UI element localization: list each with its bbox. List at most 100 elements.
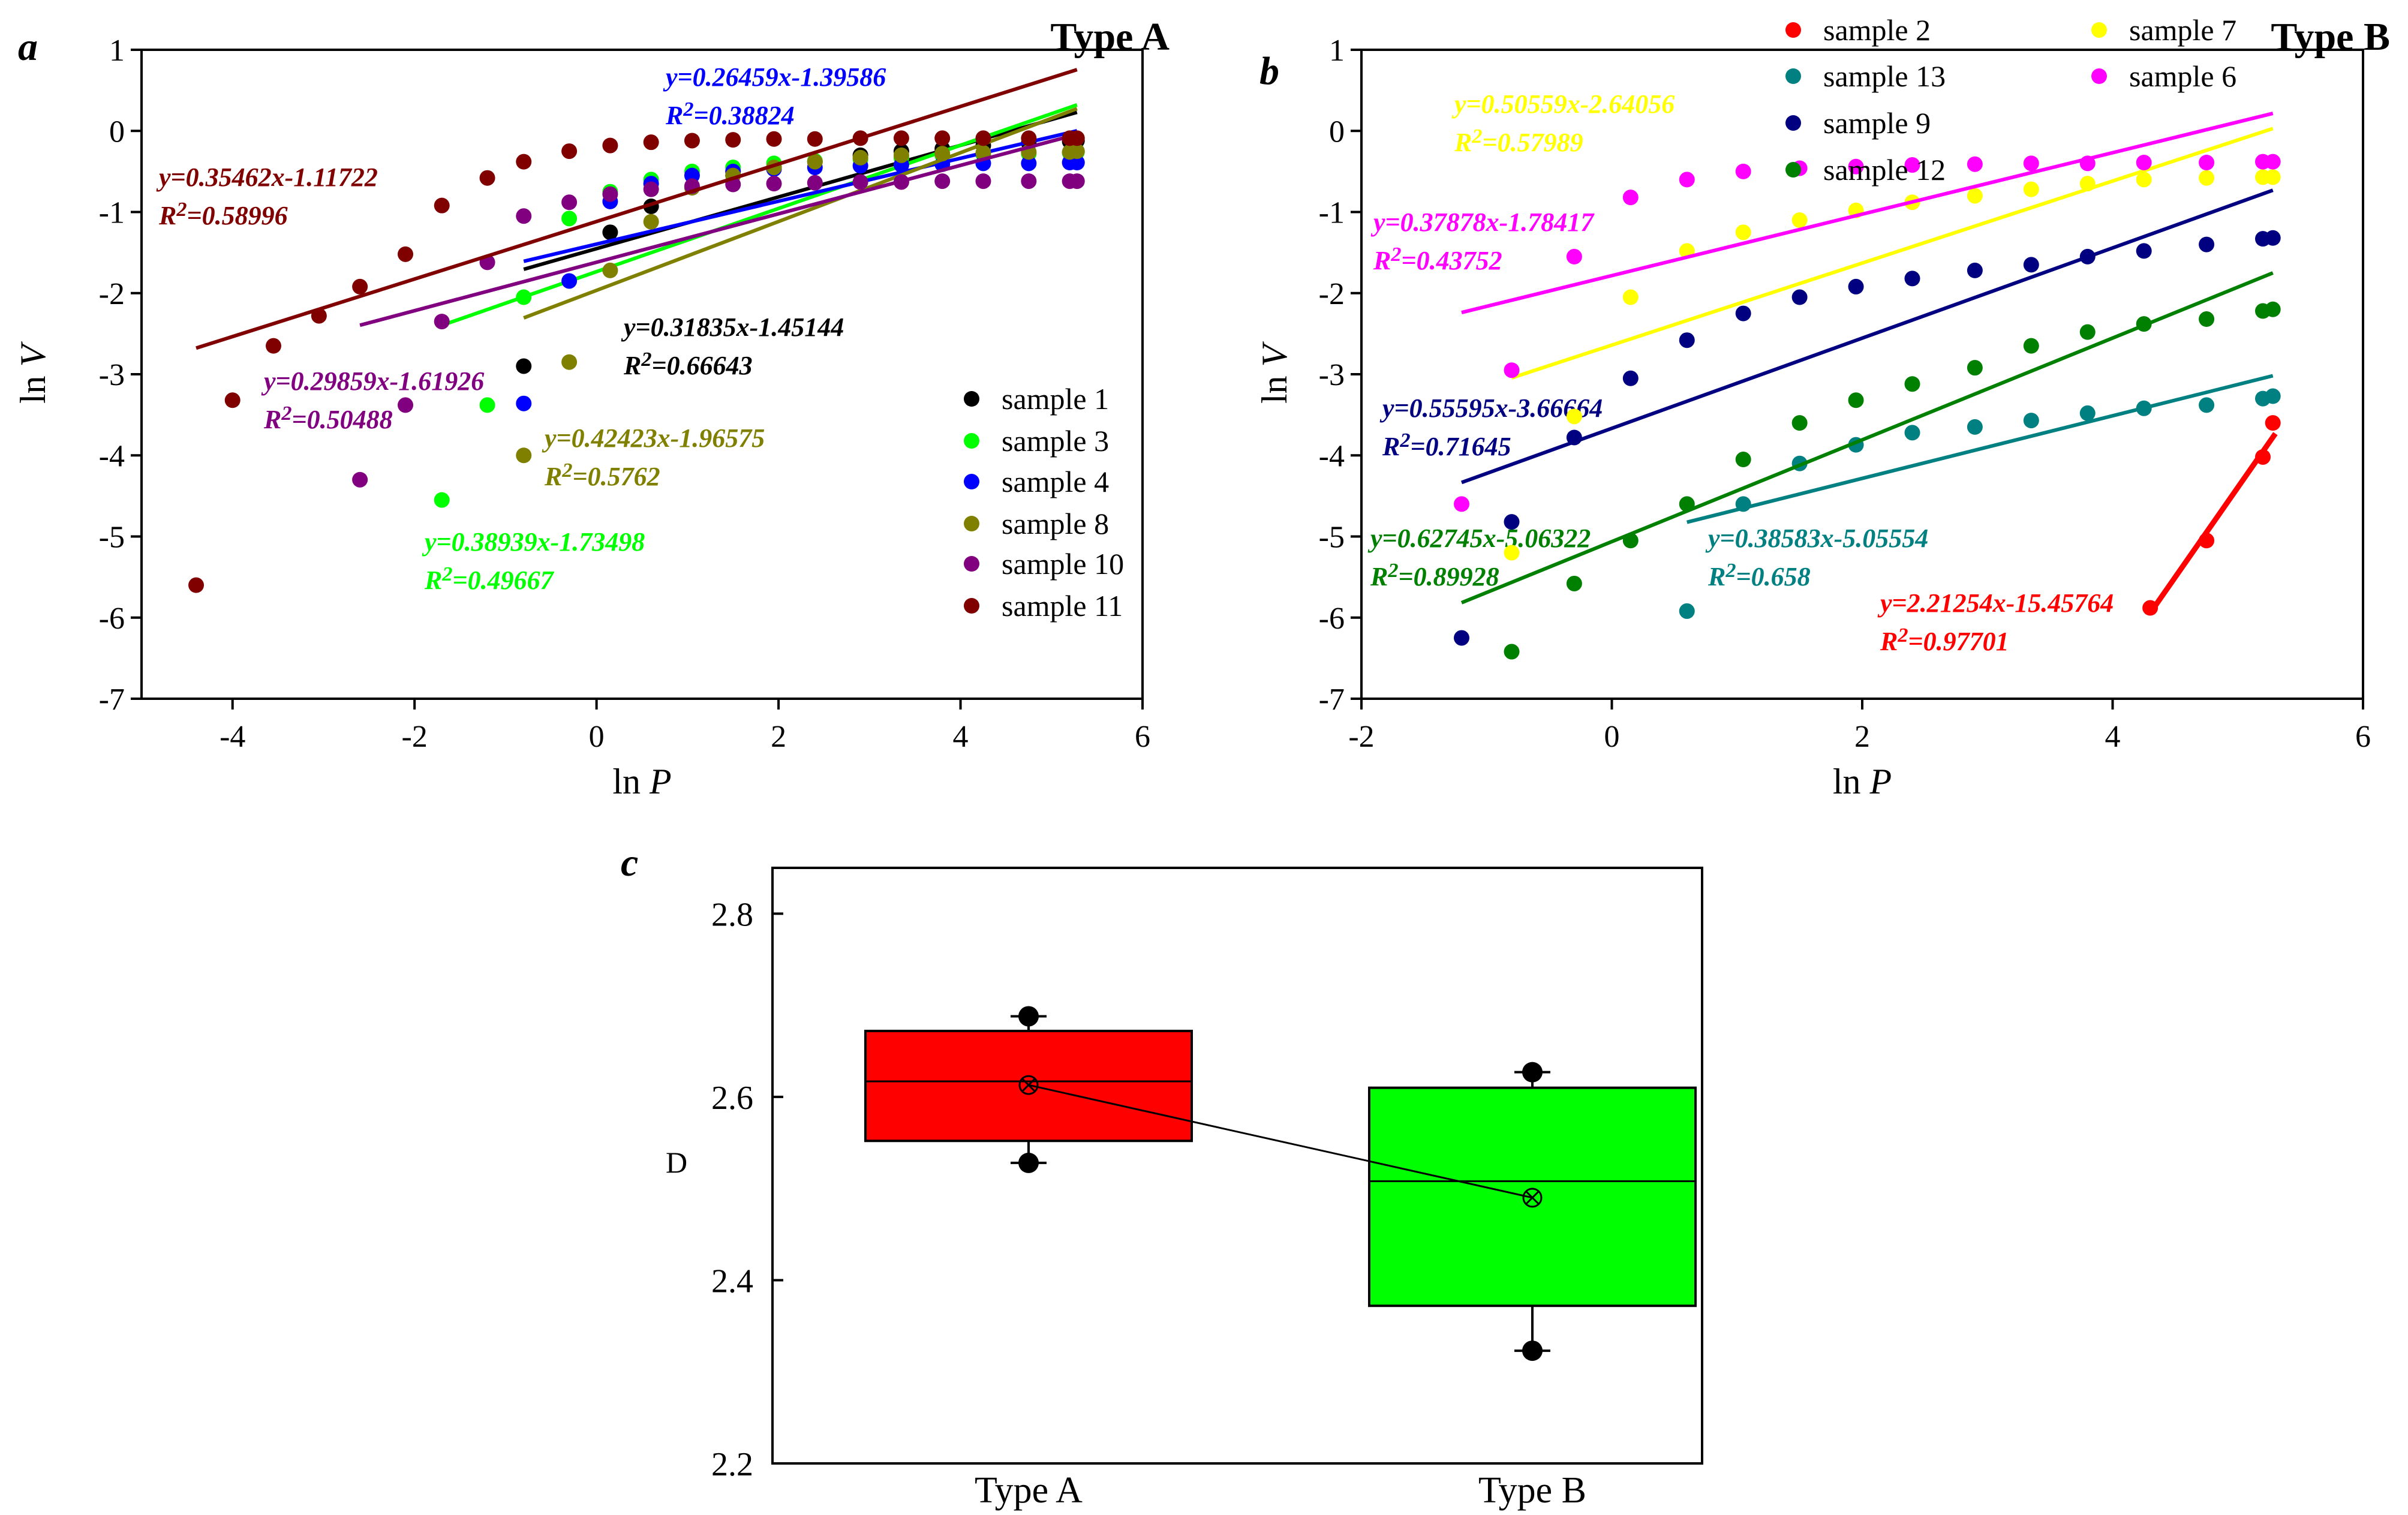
data-point [1848,278,1864,294]
plot-frame [771,867,1703,1465]
data-point [1566,429,1582,446]
fit-line [359,133,1078,327]
fit-r2: R2=0.58996 [158,198,288,230]
data-point [1504,644,1520,660]
y-tick-label: -4 [1319,439,1345,473]
y-axis-label: D [666,1146,687,1179]
y-tick-label: -4 [99,439,125,473]
fit-equation: y=0.29859x-1.61926 [261,366,484,396]
legend-marker [1785,162,1801,178]
mean-marker [1522,1188,1543,1208]
data-point [2265,415,2281,431]
legend-marker [1785,68,1801,84]
data-point [516,289,532,305]
fit-r2: R2=0.97701 [1880,624,2009,656]
data-point [516,447,532,464]
data-point [561,211,578,227]
data-point [2199,170,2215,186]
data-point [893,147,909,163]
y-tick-label: 2.8 [711,896,753,933]
data-point [1069,173,1085,190]
legend-marker [964,598,979,614]
data-point [516,395,532,411]
fit-equation: y=0.26459x-1.39586 [663,62,886,92]
data-point [766,176,782,192]
legend-label: sample 8 [1002,507,1109,540]
y-tick-label: -7 [99,683,125,717]
fit-r2: R2=0.50488 [263,402,393,434]
x-tick-label: -4 [220,720,245,754]
mean-marker [1018,1075,1039,1095]
legend-label: sample 11 [1002,589,1123,623]
fit-equation: y=2.21254x-15.45764 [1877,588,2114,618]
data-point [516,208,532,224]
data-point [1735,224,1751,241]
data-point [1967,419,1983,435]
fit-line [1686,374,2274,524]
panel-letter-b: b [1259,49,1279,93]
x-tick-label: 4 [953,720,969,754]
fit-r2: R2=0.66643 [623,348,753,380]
data-point [2142,600,2159,616]
max-point [1018,1006,1039,1027]
fit-line [1461,112,2274,314]
data-point [1967,262,1983,278]
data-point [1021,173,1037,190]
data-point [1735,452,1751,468]
data-point [479,397,495,413]
chart-title: Type B [2271,15,2390,59]
data-point [1021,130,1037,146]
data-point [2265,388,2281,404]
mean-connector [1028,1084,1533,1199]
data-point [725,132,741,148]
fit-equation: y=0.42423x-1.96575 [542,423,765,453]
data-point [2136,316,2152,332]
data-point [1504,514,1520,530]
legend-marker [1785,115,1801,131]
x-tick-label: Type B [1478,1470,1586,1511]
fit-equation: y=0.62745x-5.06322 [1367,524,1591,553]
y-tick-label: 0 [1329,115,1345,149]
data-point [1735,496,1751,512]
data-point [1454,496,1469,512]
y-tick-label: -3 [99,358,125,392]
x-axis-label: ln P [1833,762,1892,801]
data-point [224,392,241,408]
data-point [852,174,868,190]
data-point [1904,270,1920,287]
data-point [2023,181,2039,197]
data-point [975,130,991,146]
legend-marker [964,556,979,572]
data-point [807,154,823,170]
fit-equation: y=0.55595x-3.66664 [1379,393,1603,423]
data-point [643,134,659,151]
data-point [561,273,578,289]
data-point [1791,212,1808,229]
data-point [1967,156,1983,172]
data-point [1679,332,1695,348]
data-point [1735,305,1751,321]
data-point [2265,154,2281,170]
fit-r2: R2=0.658 [1707,559,1811,591]
fit-r2: R2=0.5762 [544,459,660,491]
data-point [1622,533,1639,549]
data-point [1904,376,1920,392]
legend-marker [2091,22,2107,38]
data-point [2136,172,2152,188]
y-tick-label: -5 [99,521,125,555]
data-point [2136,154,2152,170]
data-point [1679,496,1695,512]
legend-marker [964,474,979,489]
data-point [2265,169,2281,185]
legend-label: sample 2 [1823,13,1931,47]
data-point [1622,289,1639,305]
data-point [266,338,282,354]
fit-equation: y=0.38583x-5.05554 [1705,524,1928,553]
y-tick-label: 2.6 [711,1080,753,1117]
legend-label: sample 12 [1823,153,1946,187]
data-point [2079,155,2096,172]
x-tick-label: 0 [1604,720,1620,754]
data-point [2199,533,2215,549]
data-point [2199,236,2215,252]
